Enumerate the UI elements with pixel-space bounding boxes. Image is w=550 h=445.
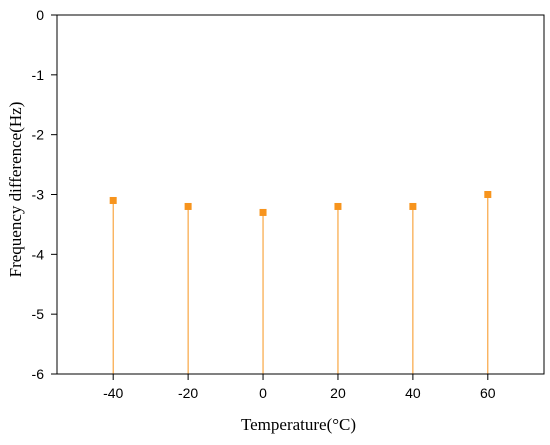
data-point bbox=[409, 202, 417, 210]
y-tick-label: -1 bbox=[32, 67, 45, 83]
y-tick-label: -3 bbox=[32, 187, 45, 203]
y-tick-label: -2 bbox=[32, 127, 45, 143]
y-axis-ticks: 0 -1 -2 -3 -4 -5 -6 bbox=[32, 7, 57, 382]
x-axis-ticks: -40 -20 0 20 40 60 bbox=[103, 374, 496, 401]
stem-lines bbox=[112, 194, 489, 374]
data-point bbox=[184, 202, 192, 210]
x-tick-label: 40 bbox=[405, 385, 421, 401]
y-tick-label: -6 bbox=[32, 366, 45, 382]
x-tick-label: 0 bbox=[259, 385, 267, 401]
data-point bbox=[109, 196, 117, 204]
y-tick-label: -5 bbox=[32, 306, 45, 322]
data-point bbox=[484, 191, 492, 198]
x-tick-label: 60 bbox=[480, 385, 496, 401]
x-tick-label: -20 bbox=[178, 385, 198, 401]
data-markers bbox=[109, 191, 492, 216]
y-tick-label: 0 bbox=[36, 7, 44, 23]
x-tick-label: 20 bbox=[330, 385, 346, 401]
y-axis-label: Frequency difference(Hz) bbox=[6, 102, 25, 278]
plot-frame bbox=[56, 14, 545, 375]
data-point bbox=[334, 202, 342, 210]
y-tick-label: -4 bbox=[32, 246, 45, 262]
x-axis-label: Temperature(°C) bbox=[241, 415, 356, 434]
data-point bbox=[259, 208, 267, 216]
x-tick-label: -40 bbox=[103, 385, 123, 401]
